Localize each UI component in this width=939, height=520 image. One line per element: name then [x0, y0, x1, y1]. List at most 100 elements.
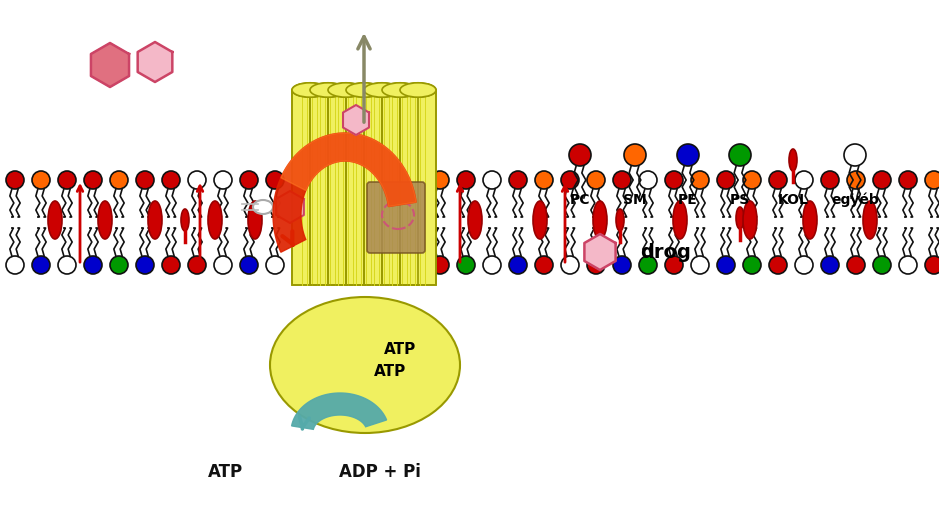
- Bar: [310, 90, 346, 285]
- Circle shape: [613, 256, 631, 274]
- Circle shape: [84, 256, 102, 274]
- Ellipse shape: [310, 83, 346, 97]
- Circle shape: [266, 171, 284, 189]
- Bar: [364, 90, 400, 285]
- Circle shape: [431, 171, 449, 189]
- Circle shape: [925, 256, 939, 274]
- Ellipse shape: [400, 83, 436, 97]
- Ellipse shape: [98, 201, 112, 239]
- Circle shape: [535, 171, 553, 189]
- Circle shape: [110, 256, 128, 274]
- Bar: [382, 90, 418, 285]
- Text: drog: drog: [640, 242, 691, 262]
- Ellipse shape: [468, 201, 482, 239]
- Ellipse shape: [346, 83, 382, 97]
- Ellipse shape: [364, 83, 400, 97]
- Ellipse shape: [328, 83, 364, 97]
- Circle shape: [729, 144, 751, 166]
- Bar: [382, 90, 418, 285]
- Bar: [346, 90, 382, 285]
- Circle shape: [844, 144, 866, 166]
- Circle shape: [136, 256, 154, 274]
- Circle shape: [32, 256, 50, 274]
- Circle shape: [509, 171, 527, 189]
- Circle shape: [613, 171, 631, 189]
- Ellipse shape: [593, 201, 607, 239]
- Polygon shape: [91, 43, 129, 87]
- Circle shape: [691, 171, 709, 189]
- Circle shape: [457, 171, 475, 189]
- Text: ATP: ATP: [374, 365, 407, 380]
- Ellipse shape: [48, 201, 62, 239]
- Circle shape: [847, 171, 865, 189]
- Circle shape: [587, 256, 605, 274]
- Polygon shape: [584, 234, 616, 270]
- Circle shape: [483, 256, 501, 274]
- Bar: [292, 90, 436, 285]
- Circle shape: [821, 256, 839, 274]
- Text: egyéb: egyéb: [831, 193, 879, 207]
- Ellipse shape: [533, 201, 547, 239]
- Ellipse shape: [863, 201, 877, 239]
- Text: PE: PE: [678, 193, 698, 207]
- Ellipse shape: [803, 201, 817, 239]
- Bar: [292, 90, 328, 285]
- Circle shape: [6, 171, 24, 189]
- Circle shape: [58, 256, 76, 274]
- Bar: [328, 90, 364, 285]
- Circle shape: [795, 171, 813, 189]
- Circle shape: [587, 171, 605, 189]
- Circle shape: [795, 256, 813, 274]
- Circle shape: [110, 171, 128, 189]
- Ellipse shape: [382, 83, 418, 97]
- Ellipse shape: [789, 149, 797, 171]
- Circle shape: [58, 171, 76, 189]
- Circle shape: [925, 171, 939, 189]
- Bar: [292, 90, 328, 285]
- Text: ADP + Pi: ADP + Pi: [339, 463, 421, 481]
- Circle shape: [240, 256, 258, 274]
- Circle shape: [624, 144, 646, 166]
- Bar: [310, 90, 346, 285]
- Ellipse shape: [743, 201, 757, 239]
- Polygon shape: [276, 191, 304, 223]
- Polygon shape: [292, 393, 387, 430]
- Bar: [364, 90, 400, 285]
- Ellipse shape: [270, 297, 460, 433]
- Ellipse shape: [364, 83, 400, 97]
- Circle shape: [873, 171, 891, 189]
- Circle shape: [162, 256, 180, 274]
- Circle shape: [214, 256, 232, 274]
- Circle shape: [188, 171, 206, 189]
- Circle shape: [743, 171, 761, 189]
- Polygon shape: [138, 42, 173, 82]
- Polygon shape: [281, 133, 416, 206]
- Circle shape: [188, 256, 206, 274]
- Ellipse shape: [181, 209, 189, 231]
- Text: PC: PC: [570, 193, 591, 207]
- Circle shape: [162, 171, 180, 189]
- Bar: [346, 90, 382, 285]
- FancyBboxPatch shape: [367, 182, 425, 253]
- Text: ATP: ATP: [208, 463, 242, 481]
- Bar: [328, 90, 364, 285]
- Ellipse shape: [248, 201, 262, 239]
- Ellipse shape: [292, 83, 328, 97]
- Circle shape: [769, 171, 787, 189]
- Circle shape: [639, 256, 657, 274]
- Ellipse shape: [328, 83, 364, 97]
- Ellipse shape: [382, 83, 418, 97]
- Ellipse shape: [148, 201, 162, 239]
- Text: PS: PS: [730, 193, 750, 207]
- Circle shape: [899, 171, 917, 189]
- Circle shape: [847, 256, 865, 274]
- Bar: [400, 90, 436, 285]
- Circle shape: [665, 171, 683, 189]
- Circle shape: [561, 171, 579, 189]
- Circle shape: [561, 256, 579, 274]
- Text: KOL: KOL: [777, 193, 808, 207]
- Circle shape: [457, 256, 475, 274]
- Ellipse shape: [616, 209, 624, 231]
- Text: ATP: ATP: [384, 343, 416, 358]
- Circle shape: [639, 171, 657, 189]
